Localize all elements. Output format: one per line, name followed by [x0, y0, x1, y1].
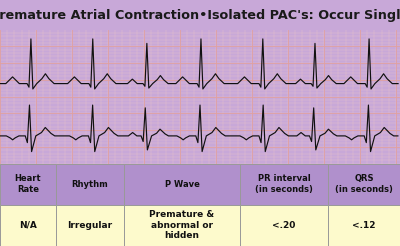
Text: Premature Atrial Contraction•Isolated PAC's: Occur Single: Premature Atrial Contraction•Isolated PA… — [0, 9, 400, 22]
Bar — [0, 205, 56, 246]
Text: <.20: <.20 — [272, 221, 296, 230]
Text: QRS
(in seconds): QRS (in seconds) — [335, 174, 393, 194]
Text: N/A: N/A — [19, 221, 37, 230]
Text: <.12: <.12 — [352, 221, 376, 230]
Text: Premature &
abnormal or
hidden: Premature & abnormal or hidden — [150, 211, 214, 240]
Bar — [124, 205, 240, 246]
Bar — [240, 205, 328, 246]
Text: Rhythm: Rhythm — [72, 180, 108, 189]
Bar — [124, 164, 240, 205]
Bar — [328, 164, 400, 205]
Bar — [56, 205, 124, 246]
Text: PR interval
(in seconds): PR interval (in seconds) — [255, 174, 313, 194]
Bar — [0, 164, 56, 205]
Text: P Wave: P Wave — [164, 180, 200, 189]
Bar — [56, 164, 124, 205]
Text: Heart
Rate: Heart Rate — [15, 174, 41, 194]
Bar — [240, 164, 328, 205]
Bar — [328, 205, 400, 246]
Text: Irregular: Irregular — [68, 221, 112, 230]
